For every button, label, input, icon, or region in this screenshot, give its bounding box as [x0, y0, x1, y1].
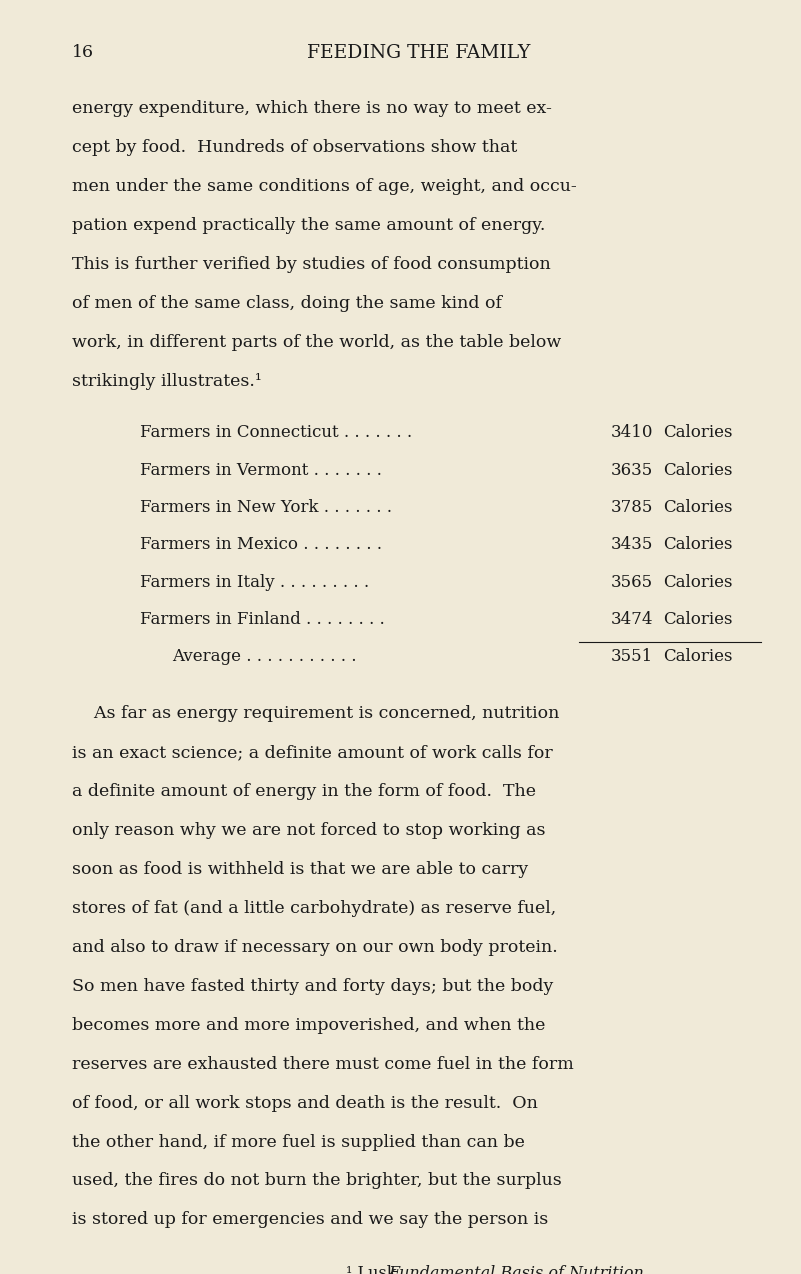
Text: work, in different parts of the world, as the table below: work, in different parts of the world, a… — [72, 334, 562, 352]
Text: 3474: 3474 — [610, 612, 653, 628]
Text: becomes more and more impoverished, and when the: becomes more and more impoverished, and … — [72, 1017, 545, 1033]
Text: Average . . . . . . . . . . .: Average . . . . . . . . . . . — [172, 648, 356, 665]
Text: Calories: Calories — [663, 536, 733, 553]
Text: of food, or all work stops and death is the result.  On: of food, or all work stops and death is … — [72, 1094, 538, 1112]
Text: is stored up for emergencies and we say the person is: is stored up for emergencies and we say … — [72, 1212, 549, 1228]
Text: 3410: 3410 — [610, 424, 653, 441]
Text: 3565: 3565 — [610, 573, 653, 591]
Text: and also to draw if necessary on our own body protein.: and also to draw if necessary on our own… — [72, 939, 557, 956]
Text: reserves are exhausted there must come fuel in the form: reserves are exhausted there must come f… — [72, 1056, 574, 1073]
Text: Calories: Calories — [663, 499, 733, 516]
Text: 3435: 3435 — [610, 536, 653, 553]
Text: energy expenditure, which there is no way to meet ex-: energy expenditure, which there is no wa… — [72, 101, 552, 117]
Text: As far as energy requirement is concerned, nutrition: As far as energy requirement is concerne… — [72, 706, 559, 722]
Text: soon as food is withheld is that we are able to carry: soon as food is withheld is that we are … — [72, 861, 529, 878]
Text: is an exact science; a definite amount of work calls for: is an exact science; a definite amount o… — [72, 744, 553, 761]
Text: cept by food.  Hundreds of observations show that: cept by food. Hundreds of observations s… — [72, 139, 517, 157]
Text: Farmers in New York . . . . . . .: Farmers in New York . . . . . . . — [140, 499, 392, 516]
Text: used, the fires do not burn the brighter, but the surplus: used, the fires do not burn the brighter… — [72, 1172, 562, 1190]
Text: Farmers in Connecticut . . . . . . .: Farmers in Connecticut . . . . . . . — [140, 424, 413, 441]
Text: stores of fat (and a little carbohydrate) as reserve fuel,: stores of fat (and a little carbohydrate… — [72, 899, 557, 917]
Text: Fundamental Basis of Nutrition.: Fundamental Basis of Nutrition. — [388, 1265, 649, 1274]
Text: a definite amount of energy in the form of food.  The: a definite amount of energy in the form … — [72, 784, 536, 800]
Text: 3785: 3785 — [610, 499, 653, 516]
Text: Calories: Calories — [663, 424, 733, 441]
Text: the other hand, if more fuel is supplied than can be: the other hand, if more fuel is supplied… — [72, 1134, 525, 1150]
Text: FEEDING THE FAMILY: FEEDING THE FAMILY — [307, 45, 530, 62]
Text: of men of the same class, doing the same kind of: of men of the same class, doing the same… — [72, 296, 502, 312]
Text: This is further verified by studies of food consumption: This is further verified by studies of f… — [72, 256, 551, 273]
Text: Calories: Calories — [663, 612, 733, 628]
Text: 16: 16 — [72, 45, 94, 61]
Text: men under the same conditions of age, weight, and occu-: men under the same conditions of age, we… — [72, 178, 577, 195]
Text: Calories: Calories — [663, 573, 733, 591]
Text: only reason why we are not forced to stop working as: only reason why we are not forced to sto… — [72, 822, 545, 840]
Text: strikingly illustrates.¹: strikingly illustrates.¹ — [72, 373, 262, 390]
Text: 3635: 3635 — [610, 461, 653, 479]
Text: Farmers in Vermont . . . . . . .: Farmers in Vermont . . . . . . . — [140, 461, 382, 479]
Text: Farmers in Italy . . . . . . . . .: Farmers in Italy . . . . . . . . . — [140, 573, 369, 591]
Text: Farmers in Finland . . . . . . . .: Farmers in Finland . . . . . . . . — [140, 612, 385, 628]
Text: So men have fasted thirty and forty days; but the body: So men have fasted thirty and forty days… — [72, 977, 553, 995]
Text: pation expend practically the same amount of energy.: pation expend practically the same amoun… — [72, 218, 545, 234]
Text: Calories: Calories — [663, 648, 733, 665]
Text: ¹ Lusk,: ¹ Lusk, — [346, 1265, 407, 1274]
Text: Calories: Calories — [663, 461, 733, 479]
Text: 3551: 3551 — [610, 648, 653, 665]
Text: Farmers in Mexico . . . . . . . .: Farmers in Mexico . . . . . . . . — [140, 536, 382, 553]
